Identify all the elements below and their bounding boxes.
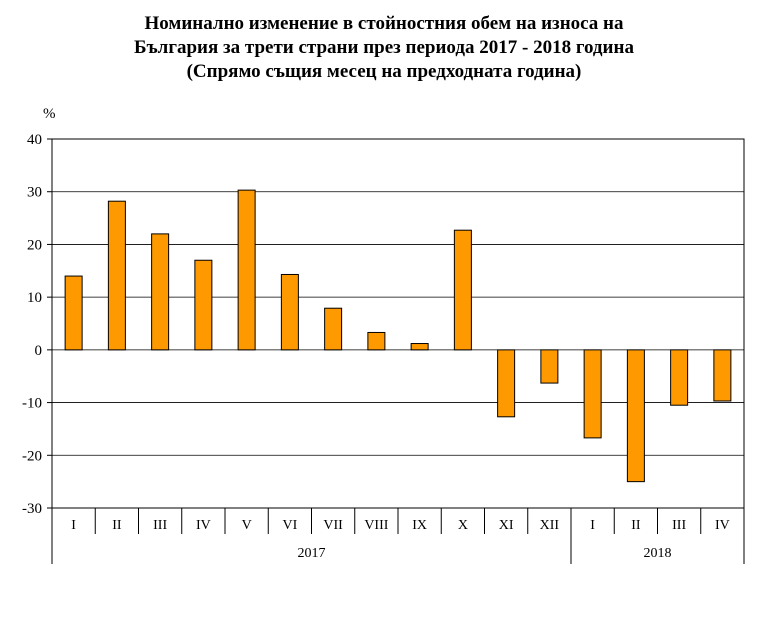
y-tick-label: 20 xyxy=(27,237,42,253)
x-tick-label: VII xyxy=(323,518,343,533)
x-tick-label: II xyxy=(112,518,122,533)
y-tick-label: 30 xyxy=(27,185,42,201)
bar xyxy=(107,200,126,351)
x-tick-label: XI xyxy=(499,518,514,533)
bar xyxy=(453,229,472,351)
chart-title: Номинално изменение в стойностния обем н… xyxy=(0,12,768,84)
bar xyxy=(713,349,732,402)
y-tick-label: -30 xyxy=(22,501,42,517)
x-tick-label: III xyxy=(153,518,167,533)
x-tick-label: IV xyxy=(715,518,730,533)
bar xyxy=(237,189,256,351)
x-tick-label: IX xyxy=(412,518,427,533)
x-tick-label: XII xyxy=(540,518,560,533)
bar xyxy=(670,349,689,406)
bar xyxy=(583,349,602,439)
x-tick-label: I xyxy=(590,518,595,533)
y-axis-label: % xyxy=(43,106,56,122)
bar xyxy=(410,343,429,351)
bar xyxy=(151,233,170,351)
group-label: 2018 xyxy=(644,546,672,561)
x-tick-label: III xyxy=(672,518,686,533)
bar xyxy=(64,275,83,351)
y-tick-label: 10 xyxy=(27,290,42,306)
x-tick-label: X xyxy=(458,518,468,533)
bar xyxy=(497,349,516,418)
chart-title-line-1: Номинално изменение в стойностния обем н… xyxy=(144,13,624,34)
bar xyxy=(194,259,213,351)
x-tick-label: II xyxy=(631,518,641,533)
x-tick-label: VI xyxy=(282,518,297,533)
group-label: 2017 xyxy=(298,546,326,561)
y-tick-label: 0 xyxy=(35,343,43,359)
bar xyxy=(324,307,343,351)
x-tick-label: VIII xyxy=(364,518,388,533)
x-tick-label: V xyxy=(242,518,252,533)
y-tick-label: -20 xyxy=(22,448,42,464)
x-tick-label: IV xyxy=(196,518,211,533)
y-tick-label: 40 xyxy=(27,132,42,148)
chart-title-line-3: (Спрямо същия месец на предходната годин… xyxy=(186,61,582,82)
y-tick-label: -10 xyxy=(22,396,42,412)
chart-title-line-2: България за трети страни през периода 20… xyxy=(134,37,634,58)
x-tick-label: I xyxy=(71,518,76,533)
bar xyxy=(280,273,299,351)
bar xyxy=(540,349,559,384)
bar xyxy=(626,349,645,483)
bar xyxy=(367,331,386,351)
